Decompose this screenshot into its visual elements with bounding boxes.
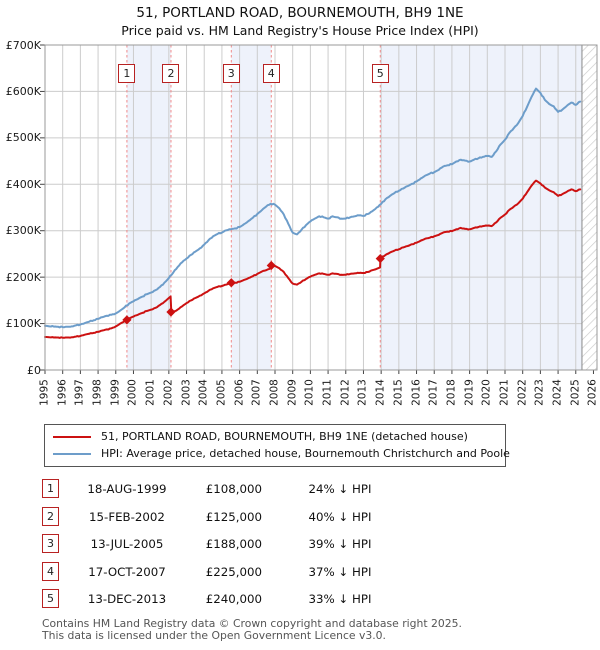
x-axis-label: 2019 xyxy=(463,379,476,406)
x-axis-label: 1999 xyxy=(109,379,122,406)
x-axis-label: 2025 xyxy=(569,379,582,406)
y-axis-label: £600K xyxy=(5,84,41,98)
x-axis-label: 2013 xyxy=(356,379,369,406)
legend-label: 51, PORTLAND ROAD, BOURNEMOUTH, BH9 1NE … xyxy=(101,430,468,443)
footer: Contains HM Land Registry data © Crown c… xyxy=(42,618,462,642)
sale-hpi-difference: 33% ↓ HPI xyxy=(308,592,372,607)
x-axis-label: 2026 xyxy=(586,379,599,406)
sale-table-row-5: 5 13-DEC-2013 £240,000 33% ↓ HPI xyxy=(42,589,482,613)
sale-hpi-difference: 40% ↓ HPI xyxy=(308,509,372,524)
legend-line-swatch xyxy=(53,452,91,455)
sale-date: 13-DEC-2013 xyxy=(87,592,167,607)
page-subtitle: Price paid vs. HM Land Registry's House … xyxy=(121,23,479,38)
x-axis-label: 2023 xyxy=(533,379,546,406)
sale-hpi-difference: 39% ↓ HPI xyxy=(308,537,372,552)
sale-row-number-badge: 3 xyxy=(42,534,59,554)
x-axis-label: 2001 xyxy=(144,379,157,406)
x-axis-label: 2003 xyxy=(180,379,193,406)
footer-licence-line: This data is licensed under the Open Gov… xyxy=(42,628,386,642)
sale-date: 17-OCT-2007 xyxy=(88,564,166,579)
y-axis-label: £700K xyxy=(5,38,41,52)
legend-item-0: 51, PORTLAND ROAD, BOURNEMOUTH, BH9 1NE … xyxy=(53,428,505,445)
sale-date: 15-FEB-2002 xyxy=(89,509,165,524)
sale-date: 18-AUG-1999 xyxy=(87,482,167,496)
x-axis-label: 2024 xyxy=(551,379,564,406)
sale-number-marker-4: 4 xyxy=(262,64,280,83)
x-axis-label: 2020 xyxy=(480,379,493,406)
sale-hpi-difference: 37% ↓ HPI xyxy=(308,564,372,579)
sale-row-number-badge: 1 xyxy=(42,479,59,498)
x-axis-label: 2000 xyxy=(126,379,139,406)
sale-point-diamond xyxy=(266,260,276,271)
sale-row-number-badge: 5 xyxy=(42,589,59,609)
x-axis-label: 2017 xyxy=(427,379,440,406)
x-axis-label: 2004 xyxy=(197,379,210,406)
x-axis-label: 2006 xyxy=(233,379,246,406)
sale-row-number-badge: 4 xyxy=(42,561,59,581)
footer-copyright-line: Contains HM Land Registry data © Crown c… xyxy=(42,617,462,630)
sale-point-diamond xyxy=(122,315,132,325)
sales-history-table: 1 18-AUG-1999 £108,000 24% ↓ HPI 2 15-FEB-200… xyxy=(42,479,482,619)
y-axis-label: £400K xyxy=(5,177,41,191)
x-axis-label: 2002 xyxy=(162,379,175,406)
sale-number-marker-2: 2 xyxy=(162,64,180,83)
sale-price: £225,000 xyxy=(205,564,262,579)
x-axis-label: 2009 xyxy=(286,379,299,406)
sale-number-marker-5: 5 xyxy=(371,64,389,83)
price-chart-canvas xyxy=(40,44,598,374)
sale-price: £125,000 xyxy=(205,509,262,524)
legend-line-swatch xyxy=(53,435,91,438)
x-axis-label: 2011 xyxy=(321,379,334,406)
sale-date: 13-JUL-2005 xyxy=(90,537,164,552)
x-axis-label: 1998 xyxy=(91,379,104,406)
x-axis-label: 2016 xyxy=(410,379,423,406)
y-axis-label: £100K xyxy=(5,317,41,331)
sale-row-number-badge: 2 xyxy=(42,506,59,526)
sale-number-marker-3: 3 xyxy=(222,64,240,83)
sale-table-row-4: 4 17-OCT-2007 £225,000 37% ↓ HPI xyxy=(42,561,482,586)
legend-label: HPI: Average price, detached house, Bour… xyxy=(101,447,510,460)
sale-number-marker-1: 1 xyxy=(118,64,136,83)
x-axis-label: 2008 xyxy=(268,379,281,406)
legend-item-1: HPI: Average price, detached house, Bour… xyxy=(53,445,510,462)
x-axis-label: 2022 xyxy=(516,379,529,406)
x-axis-label: 2012 xyxy=(339,379,352,406)
sale-table-row-1: 1 18-AUG-1999 £108,000 24% ↓ HPI xyxy=(42,479,482,503)
sale-table-row-3: 3 13-JUL-2005 £188,000 39% ↓ HPI xyxy=(42,534,482,558)
x-axis-label: 2007 xyxy=(250,379,263,406)
plot-border xyxy=(44,44,598,371)
sale-price: £188,000 xyxy=(205,537,262,552)
page-title: 51, PORTLAND ROAD, BOURNEMOUTH, BH9 1NE xyxy=(136,5,464,21)
x-axis-label: 2010 xyxy=(303,379,316,406)
x-axis-label: 1996 xyxy=(56,379,69,406)
y-axis-label: £300K xyxy=(5,224,41,238)
x-axis-label: 2005 xyxy=(215,379,228,406)
sale-table-row-2: 2 15-FEB-2002 £125,000 40% ↓ HPI xyxy=(42,506,482,531)
sale-point-diamond xyxy=(226,278,236,288)
x-axis-label: 2021 xyxy=(498,379,511,406)
series-line xyxy=(44,87,582,329)
x-axis-label: 2015 xyxy=(392,379,405,406)
x-axis-label: 2014 xyxy=(374,379,387,406)
y-axis-label: £200K xyxy=(5,270,41,284)
sale-hpi-difference: 24% ↓ HPI xyxy=(308,482,372,496)
y-axis-label: £0 xyxy=(27,363,41,377)
chart-legend: 51, PORTLAND ROAD, BOURNEMOUTH, BH9 1NE … xyxy=(44,424,510,467)
x-axis-label: 1995 xyxy=(38,379,51,406)
future-region-hatch xyxy=(581,45,597,370)
y-axis-label: £500K xyxy=(5,131,41,145)
sale-price: £108,000 xyxy=(205,482,262,496)
series-line xyxy=(44,179,582,339)
ownership-band xyxy=(380,45,582,370)
sale-point-diamond xyxy=(166,307,176,317)
x-axis-label: 1997 xyxy=(73,379,86,406)
x-axis-label: 2018 xyxy=(445,379,458,406)
sale-price: £240,000 xyxy=(205,592,262,607)
